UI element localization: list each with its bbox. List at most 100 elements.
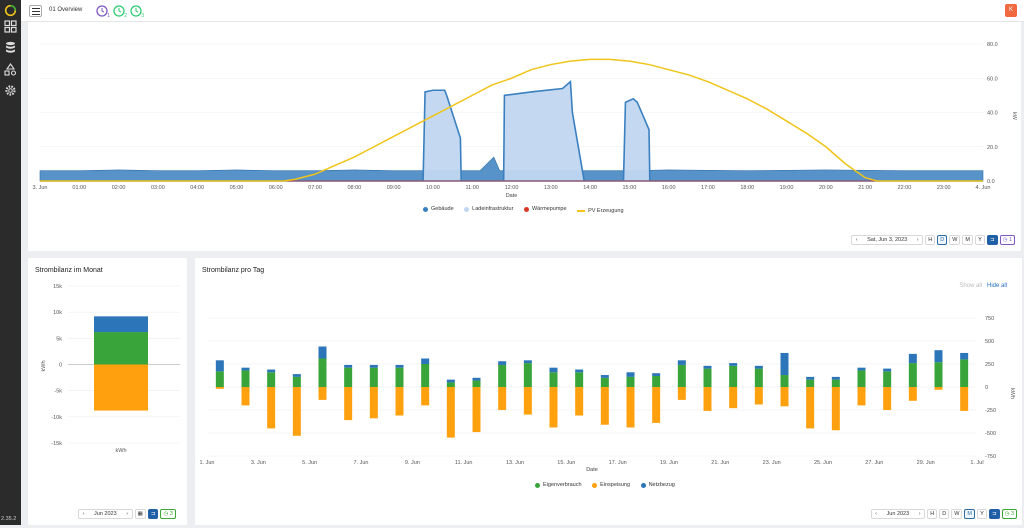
bar-segment [703,368,712,387]
legend-item-einspeisung[interactable]: Einspeisung [592,482,630,488]
bar-segment [857,370,866,387]
period-hour-button[interactable]: H [927,508,938,519]
return-button[interactable]: ⊐ [147,508,159,519]
bar-segment [729,363,738,366]
x-tick-label: 17. Jun [609,460,627,466]
legend-label: Einspeisung [600,482,631,488]
return-button[interactable]: ⊐ [988,508,1000,519]
logo-icon[interactable] [4,4,17,17]
y-tick-label: 80.0 [987,42,998,48]
legend-marker [592,482,598,488]
bar-segment [729,365,738,387]
power-legend: Gebäude Ladeinfrastruktur Wärmepumpe PV … [423,206,633,214]
y-tick-label: 0.0 [987,179,995,185]
bar-segment [806,387,815,429]
bar-segment [344,367,353,387]
x-tick-label: 15. Jun [557,460,575,466]
topic-filter-button[interactable]: ◷ 1 [999,234,1015,245]
legend-item-netzbezug[interactable]: Netzbezug [640,482,675,488]
legend-marker [464,206,470,212]
return-button[interactable]: ⊐ [986,234,998,245]
y-tick-label: 5k [56,336,62,342]
bar-segment [780,375,789,387]
topic-3-button[interactable]: 3 [130,4,144,19]
y-tick-label: 0 [59,363,62,369]
user-avatar[interactable]: K [1005,4,1017,17]
bar-segment [267,372,276,387]
monthly-toolbar: ‹ Jun 2023 › ▦ ⊐ ◷ 3 [78,508,176,519]
legend-label: PV Erzeugung [588,207,624,214]
prev-arrow-icon[interactable]: ‹ [875,510,877,517]
period-year-button[interactable]: Y [976,508,987,519]
prev-arrow-icon[interactable]: ‹ [855,236,858,243]
prev-arrow-icon[interactable]: ‹ [82,510,85,517]
bar-segment [241,367,250,371]
bar-segment [652,373,661,376]
bar-segment [703,365,712,369]
shapes-icon[interactable] [4,63,17,76]
x-tick-label: 7. Jun [354,460,369,466]
hide-all-link[interactable]: Hide all [986,283,1007,289]
topic-1-button[interactable]: 1 [96,4,110,19]
date-picker[interactable]: ‹ Sat, Jun 3, 2023 › [851,234,924,245]
x-tick-label: 02:00 [112,185,126,191]
bar-segment [575,387,584,416]
bar-segment [960,359,969,387]
y-tick-label: 250 [985,362,994,368]
y-axis-label: kWh [41,361,47,372]
bar-segment [626,372,635,377]
bar-segment [908,387,917,401]
bar-segment [446,379,455,383]
y-tick-label: 750 [985,316,994,322]
topic-filter-button[interactable]: ◷ 3 [1001,508,1017,519]
period-hour-button[interactable]: H [925,234,936,245]
topic-3-icon [130,5,142,17]
bar-segment [575,369,584,373]
x-tick-label: 22:00 [898,185,912,191]
daily-date-picker[interactable]: ‹ Jun 2023 › [870,508,926,519]
topbar: 01 Overview 1 2 3 K [21,0,1024,22]
period-day-button[interactable]: D [939,508,950,519]
return-icon: ⊐ [150,510,156,517]
menu-button[interactable] [29,5,42,17]
x-tick-label: 5. Jun [302,460,317,466]
bar-segment [908,363,917,387]
period-day-button[interactable]: D [937,234,948,245]
bar-segment [94,332,148,365]
y-tick-label: 15k [53,284,62,290]
x-tick-label: 21. Jun [711,460,729,466]
settings-icon[interactable] [4,84,17,97]
legend-item-gebaeude[interactable]: Gebäude [423,206,454,212]
monthly-card: Strombilanz im Monat 15k 10k 5k 0 -5k -10k -15… [28,258,187,525]
period-week-button[interactable]: W [951,508,963,519]
y-tick-label: -10k [51,415,62,421]
bar-segment [754,368,763,387]
next-arrow-icon[interactable]: › [916,236,919,243]
period-year-button[interactable]: Y [974,234,985,245]
period-week-button[interactable]: W [949,234,961,245]
bar-segment [806,379,815,387]
bar-segment [292,387,301,436]
daily-title: Strombilanz pro Tag [202,267,265,274]
legend-item-eigenverbrauch[interactable]: Eigenverbrauch [535,482,582,488]
legend-item-pv-erzeugung[interactable]: PV Erzeugung [577,207,624,214]
bar-segment [831,387,840,431]
calendar-button[interactable]: ▦ [134,508,146,519]
period-month-button[interactable]: M [962,234,973,245]
bar-segment [344,364,353,368]
dashboard-icon[interactable] [4,20,17,33]
legend-label: Wärmepumpe [531,206,567,212]
bar-segment [677,360,686,365]
next-arrow-icon[interactable]: › [126,510,129,517]
topic-filter-button[interactable]: ◷ 3 [160,508,176,519]
show-all-link[interactable]: Show all [959,283,982,289]
y-axis-label: kW [1011,112,1017,121]
topic-2-button[interactable]: 2 [113,4,127,19]
bar-segment [318,358,327,387]
legend-item-waermepumpe[interactable]: Wärmepumpe [523,206,567,212]
legend-item-ladeinfrastruktur[interactable]: Ladeinfrastruktur [464,206,513,212]
monthly-date-picker[interactable]: ‹ Jun 2023 › [78,508,133,519]
database-icon[interactable] [4,41,17,54]
next-arrow-icon[interactable]: › [918,510,921,517]
period-month-button[interactable]: M [964,508,975,519]
